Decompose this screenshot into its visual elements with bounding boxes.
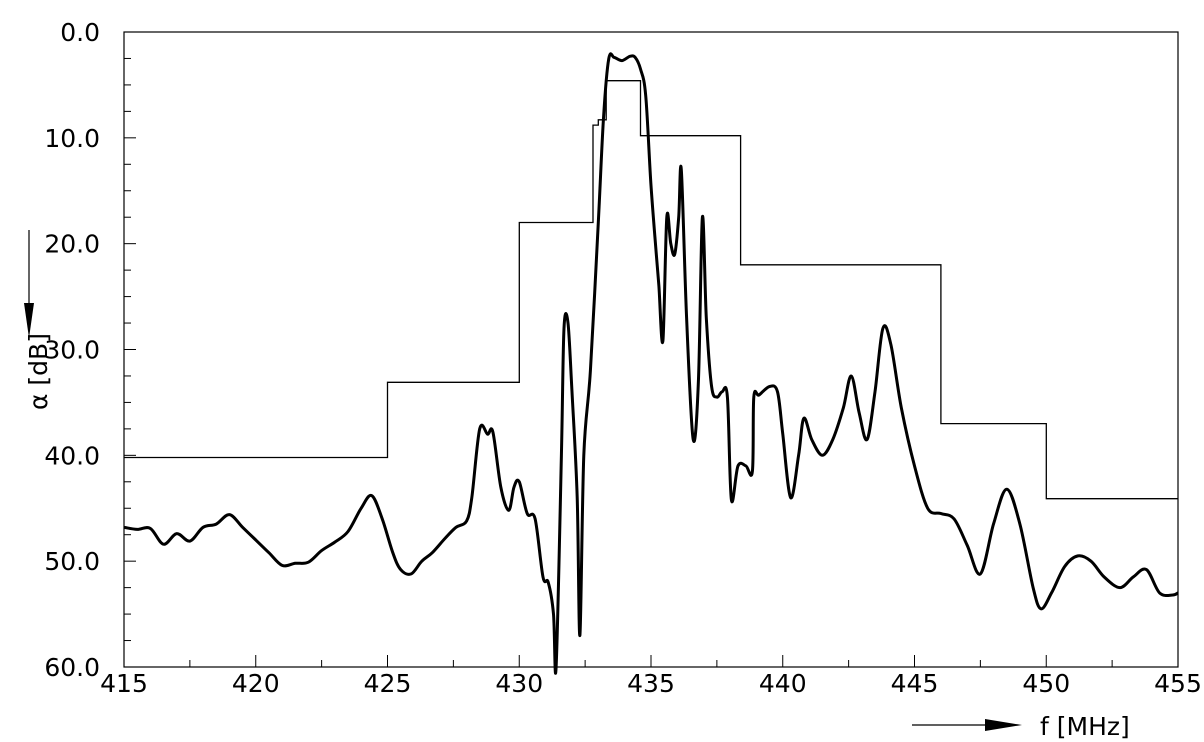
series-layer [123,52,1179,675]
y-axis-arrow-head [24,303,34,338]
x-tick-label: 455 [1154,669,1202,698]
x-tick-labels: 415 420 425 430 435 440 445 450 455 [100,669,1202,698]
x-tick-label: 430 [495,669,543,698]
x-axis-arrow-head [985,719,1022,731]
y-tick-label: 30.0 [44,336,100,365]
x-tick-label: 440 [759,669,807,698]
x-tick-label: 425 [364,669,412,698]
x-axis-title: f [MHz] [1040,712,1130,741]
x-tick-marks [123,655,1179,667]
plot-frame [123,31,1179,668]
y-tick-label: 10.0 [44,124,100,153]
y-tick-label: 60.0 [44,653,100,682]
y-tick-label: 20.0 [44,230,100,259]
x-tick-label: 445 [891,669,939,698]
y-tick-label: 50.0 [44,547,100,576]
y-axis-title-group: α [dB] [24,230,53,410]
x-tick-label: 415 [100,669,148,698]
mask-limit-line [124,80,1178,500]
y-axis-title: α [dB] [24,333,53,410]
x-tick-label: 420 [232,669,280,698]
y-tick-label: 0.0 [60,18,100,47]
y-tick-label: 40.0 [44,441,100,470]
y-tick-labels: 0.0 10.0 20.0 30.0 40.0 50.0 60.0 [44,18,100,682]
x-axis-title-group: f [MHz] [912,712,1130,741]
x-tick-label: 435 [627,669,675,698]
y-tick-marks [124,31,136,668]
filter-response-line [123,52,1179,675]
x-tick-label: 450 [1022,669,1070,698]
